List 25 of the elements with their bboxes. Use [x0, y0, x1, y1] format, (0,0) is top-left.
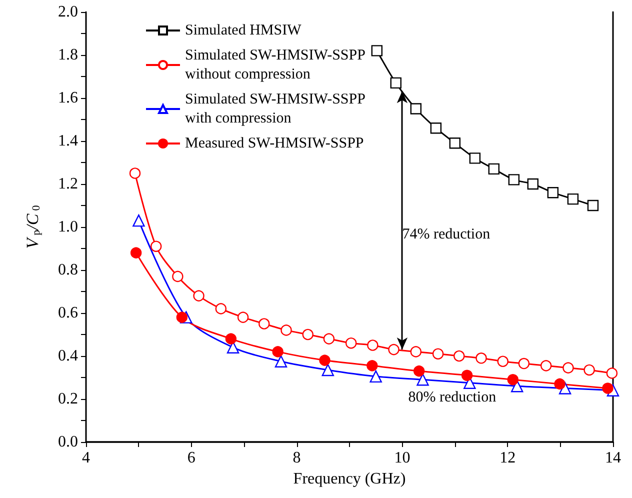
y-tick-label: 1.8 — [58, 46, 78, 64]
y-tick-label: 0.8 — [58, 262, 78, 278]
y-tick-label: 1.0 — [58, 218, 78, 236]
legend-label: Measured SW-HMSIW-SSPP — [185, 136, 364, 152]
annotation: 74% reduction — [402, 226, 491, 242]
legend-label: Simulated SW-HMSIW-SSPP with compression — [185, 92, 369, 126]
y-tick-label: 0.2 — [58, 390, 78, 408]
y-tick-label: 2.0 — [58, 4, 78, 20]
annotation: 80% reduction — [408, 390, 497, 406]
y-axis-title: Vp/C0 — [23, 204, 42, 249]
y-tick-label: 0.4 — [58, 348, 78, 364]
y-tick-label: 1.4 — [58, 132, 78, 150]
x-tick-label: 10 — [394, 450, 410, 466]
x-tick-label: 6 — [187, 450, 196, 466]
y-tick-label: 0.6 — [58, 304, 78, 322]
x-tick-label: 8 — [292, 450, 301, 466]
x-tick-label: 4 — [82, 450, 90, 466]
legend-label: Simulated HMSIW — [185, 22, 302, 38]
x-tick-label: 14 — [605, 450, 621, 466]
x-tick-label: 12 — [500, 450, 516, 466]
legend-label: Simulated SW-HMSIW-SSPP without compression — [185, 48, 369, 82]
x-axis-title: Frequency (GHz) — [293, 470, 406, 488]
y-tick-label: 0.0 — [58, 434, 78, 450]
y-tick-label: 1.6 — [58, 90, 78, 106]
y-tick-label: 1.2 — [58, 176, 78, 192]
